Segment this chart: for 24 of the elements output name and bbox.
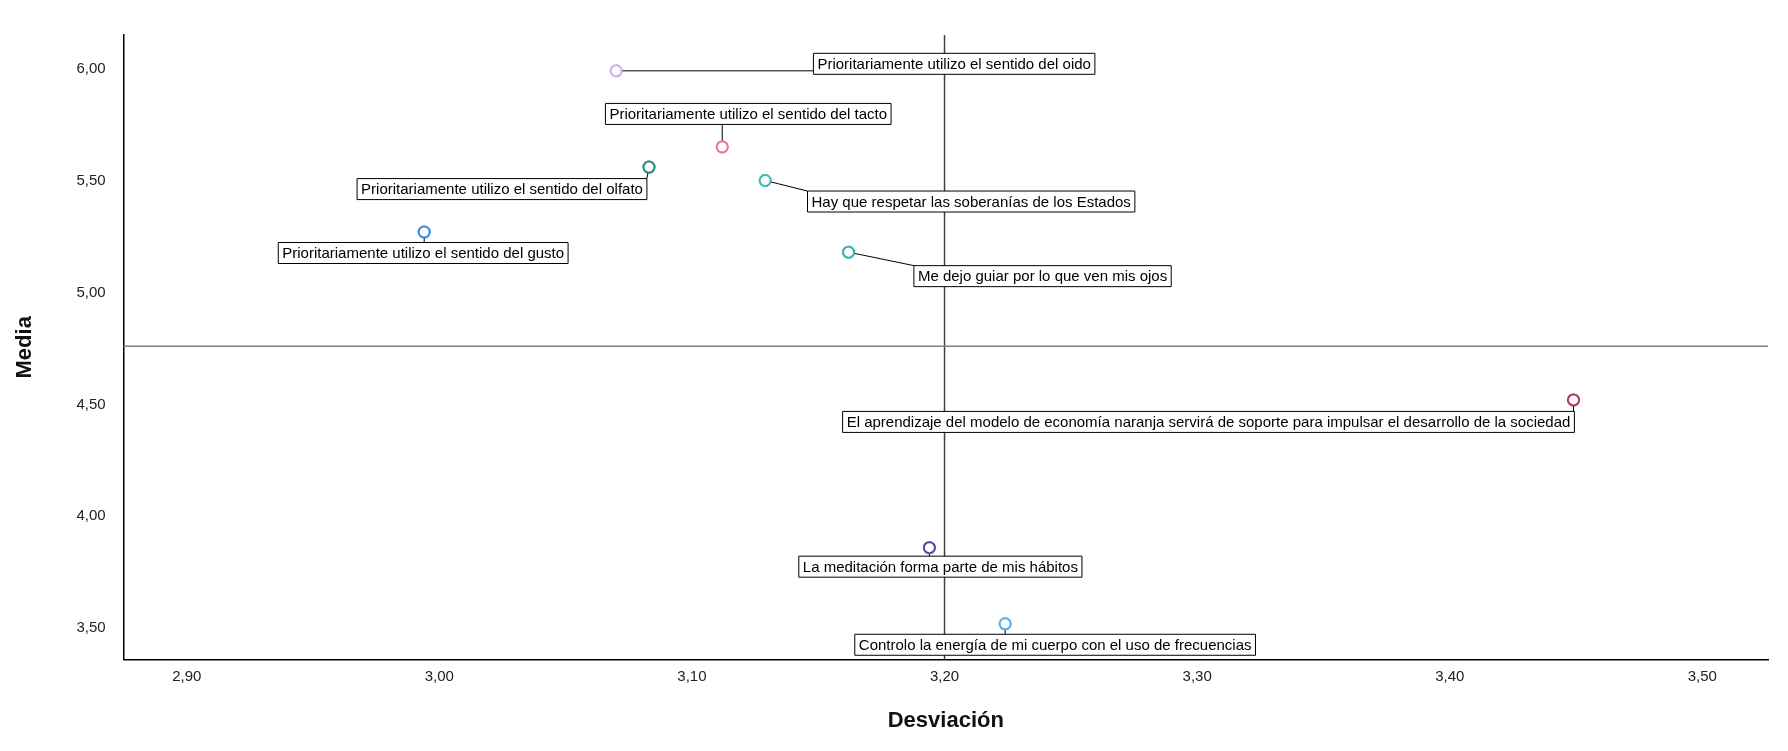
annotation: La meditación forma parte de mis hábitos [802,557,1078,575]
x-axis-title: Desviación [887,706,1004,732]
annotation: Prioritariamente utilizo el sentido del tacto [609,105,888,123]
x-tick-label: 3,10 [677,666,707,684]
y-tick-label: 5,50 [76,170,106,188]
y-tick-label: 4,00 [76,506,106,524]
y-axis-title: Media [11,315,37,379]
y-tick-label: 5,00 [76,282,106,300]
annotation: Prioritariamente utilizo el sentido del gusto [282,244,565,262]
x-tick-label: 3,40 [1435,666,1465,684]
x-tick-label: 3,30 [1182,666,1212,684]
y-tick-label: 6,00 [76,58,106,76]
y-tick-label: 4,50 [76,394,106,412]
annotation: El aprendizaje del modelo de economía naranja servirá de soporte para impulsar el desarrollo de la sociedad [846,413,1571,431]
annotation: Controlo la energía de mi cuerpo con el uso de frecuencias [858,635,1252,653]
annotation: Prioritariamente utilizo el sentido del olfato [361,180,643,198]
x-tick-label: 3,50 [1687,666,1717,684]
x-tick-label: 2,90 [172,666,202,684]
annotation: Prioritariamente utilizo el sentido del oido [817,54,1091,72]
annotation: Hay que respetar las soberanías de los Estados [811,192,1131,210]
x-tick-label: 3,20 [929,666,960,684]
annotation: Me dejo guiar por lo que ven mis ojos [917,267,1168,285]
x-tick-label: 3,00 [424,666,454,684]
y-tick-label: 3,50 [76,618,106,636]
